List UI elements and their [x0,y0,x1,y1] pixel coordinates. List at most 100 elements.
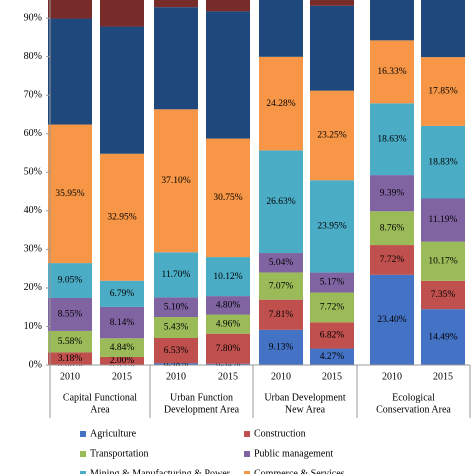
bar-segment [206,11,250,139]
legend-label: Mining & Manufacturing & Power [90,468,231,474]
data-label: 23.25% [317,131,346,141]
group-label: New Area [285,404,326,415]
y-tick-label: 0% [29,359,42,370]
bar-segment [370,175,414,212]
data-label: 6.79% [110,289,135,299]
x-tick-label: 2010 [60,371,80,382]
group-label: Area [90,404,110,415]
bar-segment [154,317,198,338]
bar-segment [100,153,144,281]
bar-segment [206,333,250,364]
data-label: 4.96% [216,319,241,329]
data-label: 18.83% [428,157,457,167]
data-label: 5.04% [269,258,294,268]
bar-segment [206,314,250,334]
bar-segment [310,90,354,181]
data-label: 10.17% [428,256,457,266]
bar-segment [206,363,250,365]
bar-segment [154,297,198,318]
data-label: 9.05% [58,276,83,286]
bar-segment [421,309,465,365]
data-label: 7.81% [269,310,294,320]
bar-segment [154,7,198,110]
data-label: 35.95% [55,189,84,199]
data-label: 37.10% [161,176,190,186]
bar-segment [48,330,92,353]
data-label: 18.63% [377,134,406,144]
x-tick-label: 2010 [166,371,186,382]
bar-segment [370,40,414,104]
y-tick-label: 50% [24,167,42,178]
data-label: 7.72% [380,255,405,265]
bar-segment [421,57,465,126]
data-label: 5.10% [164,302,189,312]
legend-swatch [244,451,250,457]
data-label: 17.85% [428,87,457,97]
data-label: 4.80% [216,301,241,311]
legend-label: Commerce & Services [254,468,345,474]
bar-segment [259,329,303,365]
data-label: 7.80% [216,344,241,354]
x-tick-label: 2015 [322,371,342,382]
legend-swatch [244,431,250,437]
data-label: 5.43% [164,323,189,333]
y-tick-label: 70% [24,89,42,100]
data-label: 6.82% [320,331,345,341]
bar-segment [206,138,250,258]
bar-segment [100,0,144,27]
bar-segment [206,257,250,297]
data-label: 5.17% [320,278,345,288]
bar-segment [100,26,144,154]
bar-segment [206,296,250,315]
bar-segment [100,280,144,307]
legend-swatch [244,471,250,474]
bar-segment [154,337,198,364]
bar-segment [154,0,198,8]
legend-swatch [80,451,86,457]
bar-segment [100,306,144,339]
bar-segment [421,280,465,310]
data-label: 26.63% [266,197,295,207]
data-label: 7.35% [431,290,456,300]
data-label: 9.39% [380,188,405,198]
y-tick-label: 60% [24,128,42,139]
y-tick-label: 40% [24,205,42,216]
bar-segment [421,0,465,58]
bar-segment [48,0,92,19]
data-label: 3.18% [58,354,83,364]
data-label: 8.14% [110,318,135,328]
data-label: 2.00% [110,356,135,366]
group-label: Capital Functional [63,392,137,403]
bar-segment [100,338,144,357]
data-label: 23.40% [377,315,406,325]
data-label: 8.55% [58,310,83,320]
bar-segment [310,180,354,273]
y-tick-label: 90% [24,12,42,23]
legend-label: Transportation [90,448,149,459]
plot-area: 0.08%3.18%5.58%8.55%9.05%35.95%0.09%2.00… [48,0,465,366]
bar-segment [48,352,92,365]
bar-segment [206,0,250,12]
x-tick-label: 2015 [433,371,453,382]
bar-segment [259,253,303,273]
y-tick-label: 10% [24,321,42,332]
data-label: 6.53% [164,346,189,356]
bar-segment [310,348,354,365]
bar-segment [259,0,303,57]
bar-segment [259,56,303,151]
bar-segment [370,274,414,365]
data-label: 30.75% [213,193,242,203]
bar-segment [259,299,303,330]
bar-segment [154,252,198,298]
data-label: 10.12% [213,272,242,282]
bar-segment [310,292,354,323]
data-label: 7.07% [269,281,294,291]
group-label: Development Area [164,404,240,415]
legend-swatch [80,431,86,437]
legend-label: Agriculture [90,428,137,439]
data-label: 11.19% [429,215,458,225]
legend-label: Public management [254,448,333,459]
data-label: 11.70% [162,270,191,280]
data-label: 14.49% [428,332,457,342]
